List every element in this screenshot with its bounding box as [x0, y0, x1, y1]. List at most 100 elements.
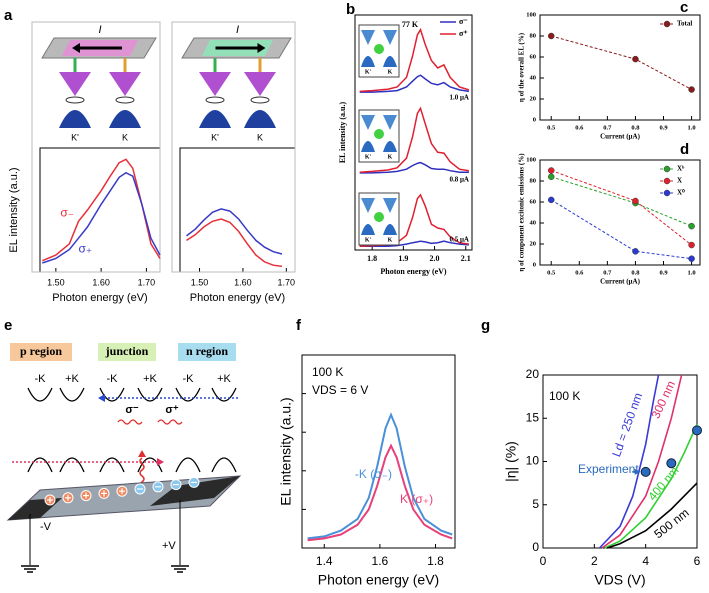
marker [632, 197, 639, 205]
inset-cone [383, 198, 397, 213]
legend-label: X [677, 177, 682, 185]
inset-dot [374, 212, 384, 222]
plot-frame [301, 354, 456, 549]
x-tick-label: 0.8 [631, 124, 640, 131]
inset-label: K' [365, 154, 372, 160]
points-label: Experiment [578, 462, 639, 476]
bias-label: +V [162, 540, 176, 552]
marker [632, 55, 639, 63]
chart-title: 77 K [402, 20, 419, 29]
y-tick-label: 20 [530, 240, 537, 247]
region-box [178, 343, 236, 361]
arrow-head [257, 43, 266, 53]
x-tick-label: 1.60 [234, 277, 252, 287]
conduction-band [27, 387, 53, 402]
x-tick-label: 1.50 [47, 277, 65, 287]
series-label: -K (σ₋) [355, 467, 392, 481]
inset-label: K [388, 69, 393, 75]
annotation: 100 K [312, 365, 343, 379]
emission-label: σ⁻ [125, 404, 139, 416]
x-tick-label: 0.9 [659, 124, 668, 131]
y-tick-label: 100 [526, 11, 536, 18]
inset-cone [383, 115, 397, 130]
x-tick-label: 1.70 [138, 277, 156, 287]
inset-band [383, 56, 397, 67]
plot-frame [539, 14, 701, 121]
photon [117, 419, 143, 425]
legend-marker [663, 177, 671, 185]
inset-band [383, 141, 397, 152]
series-line [359, 240, 469, 248]
valley-label: -K [107, 373, 119, 385]
marker [688, 255, 695, 262]
valence-band [175, 457, 201, 473]
series-line [598, 374, 660, 549]
x-axis-label: Photon energy (eV) [190, 292, 285, 304]
valence-band [211, 457, 237, 473]
inset-label: K [388, 154, 393, 160]
y-tick-label: 0 [532, 540, 539, 554]
valley-band [199, 110, 231, 128]
x-tick-label: 1.6 [372, 554, 389, 568]
bias-label: -V [40, 521, 52, 533]
annotation: VDS = 6 V [312, 383, 368, 397]
series-line [186, 218, 283, 268]
legend-label: Xᵇ [677, 165, 685, 173]
marker [547, 196, 555, 204]
region-label: n region [186, 344, 228, 358]
series-line [551, 176, 692, 227]
series-line [307, 412, 453, 540]
panel-label: e [4, 317, 12, 334]
valley-label: -K [35, 373, 47, 385]
valence-band [99, 457, 125, 473]
y-axis-label: EL intensity (a.u.) [278, 397, 294, 505]
panel-label: g [481, 317, 490, 334]
panel-label: f [296, 317, 302, 334]
y-axis-label: η of the overall EL (%) [518, 32, 526, 102]
x-tick-label: 6 [694, 554, 701, 568]
valley-label: K [122, 132, 128, 142]
inset-cone [383, 30, 397, 45]
valley-cone [199, 72, 231, 96]
valley-cone [59, 72, 91, 96]
series-line [359, 106, 470, 173]
x-axis-label: VDS (V) [594, 572, 645, 588]
x-tick-label: 2.1 [461, 254, 471, 263]
arrow-head [157, 458, 164, 466]
x-tick-label: 1.50 [191, 277, 209, 287]
region-box [98, 343, 156, 361]
plot-frame [539, 159, 701, 266]
legend-label: σ⁻ [459, 17, 468, 26]
series-line [307, 443, 453, 542]
marker [688, 86, 695, 93]
y-tick-label: 5 [532, 497, 539, 511]
inset-cone [361, 115, 375, 130]
panel-label: d [680, 141, 689, 158]
y-tick-label: 15 [526, 410, 540, 424]
annotation: 100 K [549, 389, 580, 403]
photon [157, 419, 183, 425]
valence-band [137, 457, 163, 473]
x-tick-label: 0 [540, 554, 547, 568]
inset-dot [374, 129, 384, 139]
series-line [359, 74, 470, 93]
valley-ring [115, 96, 135, 104]
x-tick-label: 1.8 [367, 254, 377, 263]
experiment-point [666, 458, 677, 469]
y-tick-label: 60 [530, 198, 537, 205]
x-tick-label: 0.7 [603, 124, 612, 131]
arrow-head [138, 450, 146, 457]
y-axis-label: |η| (%) [503, 441, 519, 482]
y-tick-label: 100 [526, 156, 536, 163]
experiment-point [640, 466, 651, 477]
region-label: p region [20, 344, 62, 358]
x-axis-label: Current (μA) [600, 133, 640, 141]
y-axis-label: EL intensity (a.u.) [338, 101, 347, 163]
marker [547, 173, 555, 181]
valley-label: K' [211, 132, 219, 142]
x-tick-label: 1.4 [316, 554, 333, 568]
region-label: junction [105, 344, 149, 358]
arrow-head [98, 394, 105, 402]
x-tick-label: 1.9 [398, 254, 408, 263]
